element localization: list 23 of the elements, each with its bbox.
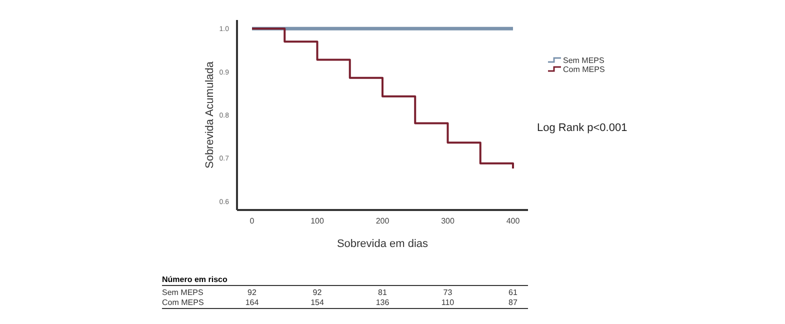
text: 92 [312, 288, 323, 297]
x-tick-label: 0 [250, 216, 255, 226]
text: 92 [246, 288, 258, 297]
y-axis-title: Sobrevida Acumulada [204, 60, 216, 169]
x-tick-label: 300 [441, 216, 455, 226]
text: 164 [244, 298, 260, 307]
text: Número em risco [162, 274, 528, 286]
text: Log Rank p<0.001 [537, 122, 628, 134]
text: 110 [440, 298, 456, 307]
text: 73 [442, 288, 454, 297]
text: 61 [508, 288, 518, 297]
text: Com MEPS [162, 298, 204, 307]
text: 81 [377, 288, 388, 297]
x-tick-label: 200 [376, 216, 390, 226]
text: Sem MEPS [162, 288, 204, 297]
text: 87 [508, 298, 518, 307]
text: 136 [374, 298, 390, 307]
text: 154 [310, 298, 325, 307]
x-axis-title: Sobrevida em dias [336, 238, 429, 250]
x-tick-label: 100 [310, 216, 324, 226]
legend-label: Com MEPS [562, 65, 605, 74]
x-tick-label: 400 [506, 216, 520, 226]
legend-label: Sem MEPS [562, 56, 605, 65]
